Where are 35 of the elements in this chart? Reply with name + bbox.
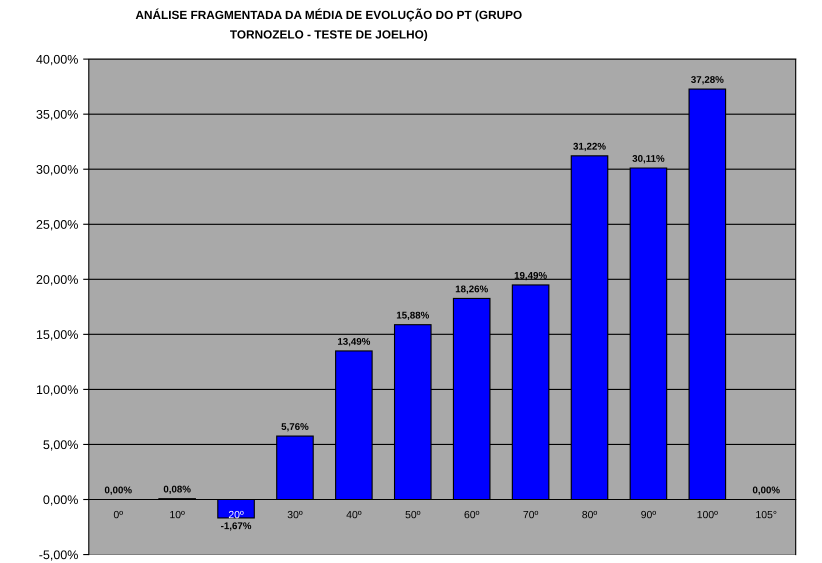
data-label: 0,00% [752, 486, 780, 495]
y-tick-label: 10,00% [36, 385, 78, 396]
x-tick-label: 90º [641, 510, 656, 518]
y-tick-label: 25,00% [36, 220, 78, 230]
x-tick-label: 60º [464, 510, 480, 518]
x-tick-label: 40º [346, 510, 362, 518]
y-tick-label: 5,00% [43, 440, 78, 451]
data-label: -1,67% [221, 522, 252, 531]
x-tick-label: 80º [582, 510, 598, 518]
data-label: 15,88% [396, 312, 430, 320]
data-label: 13,49% [338, 338, 370, 346]
data-label: 19,49% [514, 272, 547, 280]
data-label: 37,28% [691, 76, 724, 84]
data-label: 0,08% [164, 486, 191, 494]
y-tick-label: 15,00% [36, 330, 78, 340]
x-tick-label: 0º [114, 510, 123, 518]
y-tick-label: 40,00% [36, 54, 78, 66]
x-tick-label: 50º [406, 510, 420, 518]
y-tick-label: 35,00% [36, 110, 78, 120]
y-tick-label: 0,00% [43, 495, 78, 506]
data-label: 18,26% [456, 285, 488, 294]
data-label: 30,11% [632, 155, 664, 164]
x-tick-label: 30º [288, 510, 303, 518]
y-tick-label: 20,00% [36, 275, 78, 286]
data-label: 5,76% [281, 423, 308, 432]
chart-title: ANÁLISE FRAGMENTADA DA MÉDIA DE EVOLUÇÃO DO PT (GRUPO TORNOZELO - TESTE DE JOELHO) [136, 8, 522, 41]
data-label: 31,22% [573, 142, 606, 152]
x-tick-label: 70º [523, 510, 538, 518]
x-tick-label: 20º [228, 510, 244, 518]
x-tick-label: 10º [170, 510, 185, 518]
x-tick-label: 105° [756, 510, 776, 518]
data-label: 0,00% [104, 486, 132, 495]
y-tick-label: -5,00% [39, 550, 78, 561]
y-tick-label: 30,00% [36, 165, 78, 176]
x-tick-label: 100º [698, 510, 718, 518]
